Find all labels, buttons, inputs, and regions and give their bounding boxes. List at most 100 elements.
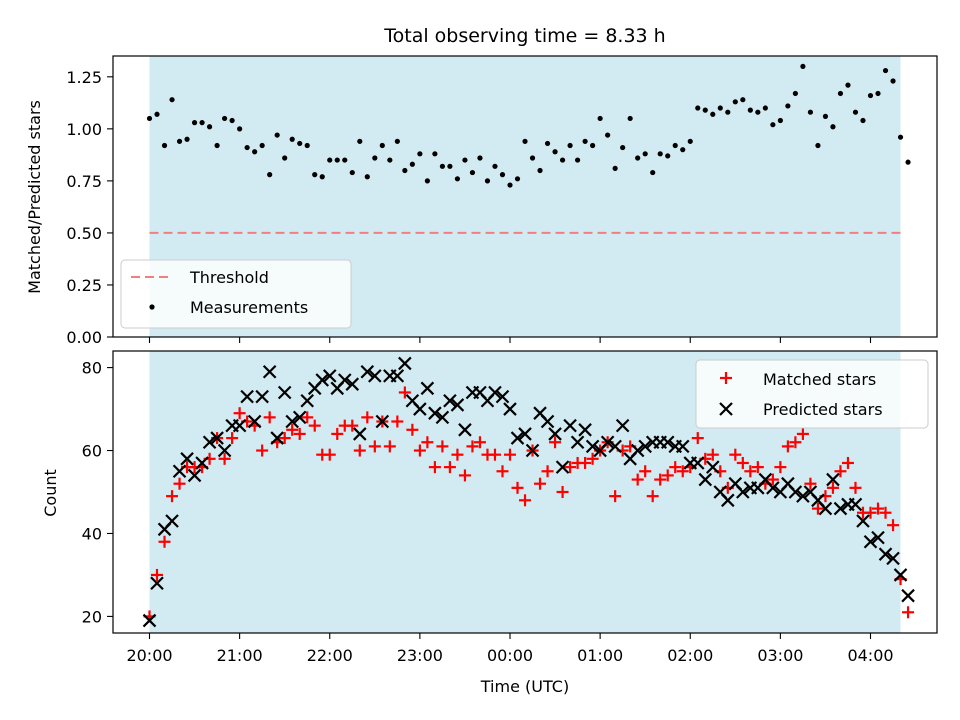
measurement-points [146,63,911,188]
measurement-point [364,174,370,180]
matched-legend-label: Matched stars [763,370,876,389]
predicted-legend-label: Predicted stars [763,400,883,419]
measurement-point [267,172,273,178]
top-legend-box [120,259,352,329]
measurement-point [176,138,183,144]
matched-star-point [654,473,667,486]
measurement-point [229,117,235,124]
matched-star-point [669,461,682,474]
top-y-ticks: 0.00 0.25 0.50 0.75 1.00 1.25 [66,68,113,347]
top-y-tick-label: 0.25 [66,276,102,295]
measurement-point [635,155,641,161]
measurement-point [522,138,528,144]
measurement-point [409,161,415,167]
predicted-star-point [630,443,645,458]
matched-star-point [361,411,374,424]
measurement-point [349,169,355,176]
matched-star-point [729,448,742,461]
measurement-point [672,142,678,149]
matched-star-point [323,448,336,461]
measurement-point [184,136,190,142]
measurement-point [777,117,783,124]
predicted-star-point [638,439,652,454]
measurement-point [424,178,430,184]
measurement-point [725,109,731,115]
measurement-point [357,138,363,144]
matched-star-point [549,436,562,449]
predicted-star-point [360,364,375,379]
predicted-star-point [848,497,863,512]
measurement-point [289,136,295,142]
predicted-star-point [518,427,532,441]
predicted-star-point [570,435,585,450]
measurement-point [822,113,829,119]
matched-star-point [887,519,900,532]
matched-star-point [841,456,854,469]
matched-star-point [158,535,171,548]
predicted-star-point [262,364,277,379]
measurement-point [544,140,551,147]
matched-star-point [466,440,479,453]
measurement-point [206,124,213,130]
predicted-star-point [420,381,435,396]
measurement-point [454,176,461,182]
measurement-point [717,105,723,111]
measurement-point [312,172,318,178]
matched-star-point [586,452,599,465]
x-tick-label: 00:00 [487,646,533,665]
matched-star-point [368,440,381,453]
predicted-star-point [292,410,307,425]
matched-legend-swatch [720,372,732,384]
bottom-y-tick-label: 20 [82,607,102,626]
matched-star-point [519,494,532,507]
measurement-point [680,147,686,153]
predicted-star-point [525,443,540,458]
measurements-legend-swatch [149,304,155,310]
bottom-legend-box [695,359,929,429]
measurement-point [845,82,851,88]
matched-star-point [902,606,915,619]
predicted-star-point [871,530,885,545]
matched-star-point [541,465,554,478]
matched-star-point [346,419,359,432]
predicted-star-point [736,485,750,499]
measurement-point [590,142,596,149]
measurement-point [875,90,881,97]
matched-star-point [646,490,659,503]
predicted-star-point [863,534,878,549]
matched-star-point [609,490,622,503]
predicted-star-point [180,452,194,466]
predicted-star-point [796,489,810,503]
matched-star-point [301,411,314,424]
measurement-point [146,115,153,122]
measurement-point [477,155,483,161]
predicted-star-point [217,443,232,458]
measurement-point [499,172,506,178]
matched-star-point [631,473,644,486]
measurement-point [439,163,446,169]
measurement-point [852,109,859,115]
measurement-point [897,134,904,140]
measurement-point [860,117,866,124]
measurement-point [282,155,288,161]
measurement-point [462,157,468,163]
predicted-star-point [240,389,254,404]
measurement-point [244,144,250,151]
measurement-point [304,142,310,149]
x-axis-label: Time (UTC) [480,677,569,696]
matched-star-point [706,448,719,461]
measurements-legend-label: Measurements [190,298,308,317]
predicted-star-point [285,414,299,429]
matched-star-point [488,448,501,461]
matched-star-point [751,461,764,474]
measurement-point [222,115,228,122]
measurement-point [687,138,693,144]
predicted-star-point [578,423,592,437]
predicted-star-point [690,456,705,470]
matched-star-point [496,465,509,478]
measurement-point [469,169,476,176]
measurement-point [529,155,536,161]
measurement-point [432,151,438,157]
measurement-point [252,149,258,155]
predicted-star-point [555,460,570,474]
